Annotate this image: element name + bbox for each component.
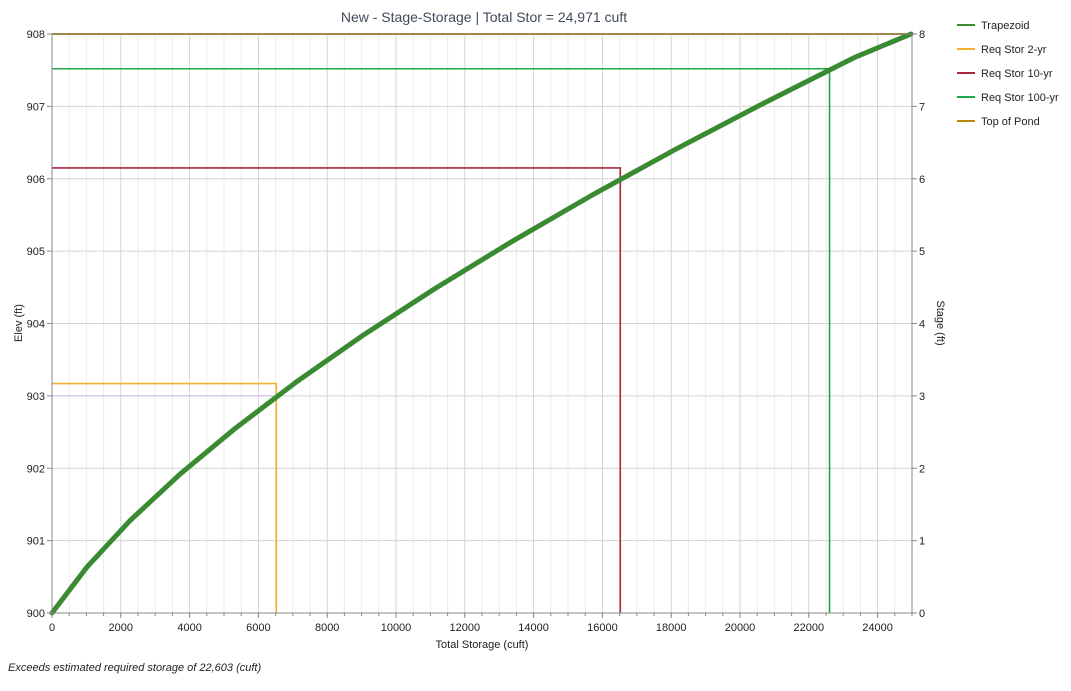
y2-axis-label: Stage (ft) bbox=[934, 300, 946, 345]
x-tick-label: 24000 bbox=[862, 622, 893, 634]
x-axis-ticks: 0 2000 4000 6000 8000 10000 12000 14000 16000 180… bbox=[49, 613, 913, 634]
trapezoid-curve bbox=[49, 31, 914, 616]
x-tick-label: 16000 bbox=[587, 622, 618, 634]
y-tick-label: 906 bbox=[27, 174, 45, 186]
y2-tick-label: 5 bbox=[919, 246, 925, 258]
x-tick-label: 8000 bbox=[315, 622, 339, 634]
x-tick-label: 18000 bbox=[656, 622, 687, 634]
legend-label: Top of Pond bbox=[981, 116, 1040, 128]
x-tick-label: 12000 bbox=[450, 622, 481, 634]
y-tick-label: 901 bbox=[27, 536, 45, 548]
req-stor-100-yr-line bbox=[52, 67, 831, 613]
x-tick-label: 4000 bbox=[177, 622, 201, 634]
x-tick-label: 2000 bbox=[109, 622, 133, 634]
y2-tick-label: 3 bbox=[919, 391, 925, 403]
y-tick-label: 908 bbox=[27, 29, 45, 41]
y2-tick-label: 8 bbox=[919, 29, 925, 41]
y2-tick-label: 6 bbox=[919, 174, 925, 186]
y-tick-label: 905 bbox=[27, 246, 45, 258]
legend-label: Req Stor 2-yr bbox=[981, 44, 1047, 56]
y2-tick-label: 4 bbox=[919, 319, 925, 331]
y-tick-label: 903 bbox=[27, 391, 45, 403]
y2-tick-label: 7 bbox=[919, 101, 925, 113]
footnote: Exceeds estimated required storage of 22… bbox=[8, 662, 262, 674]
y-tick-label: 907 bbox=[27, 101, 45, 113]
legend-label: Trapezoid bbox=[981, 20, 1030, 32]
legend-label: Req Stor 10-yr bbox=[981, 68, 1053, 80]
x-tick-label: 14000 bbox=[518, 622, 549, 634]
y-tick-label: 904 bbox=[27, 319, 45, 331]
x-tick-label: 10000 bbox=[381, 622, 412, 634]
y-tick-label: 900 bbox=[27, 608, 45, 620]
legend: Trapezoid Req Stor 2-yr Req Stor 10-yr Req … bbox=[957, 20, 1059, 128]
chart-title: New - Stage-Storage | Total Stor = 24,97… bbox=[341, 9, 627, 25]
x-axis-label: Total Storage (cuft) bbox=[436, 639, 529, 651]
y2-axis-ticks: 0 1 2 3 4 5 6 7 8 bbox=[912, 29, 925, 620]
y-axis-label: Elev (ft) bbox=[13, 304, 25, 342]
y2-tick-label: 2 bbox=[919, 463, 925, 475]
x-tick-label: 6000 bbox=[246, 622, 270, 634]
x-tick-label: 0 bbox=[49, 622, 55, 634]
x-tick-label: 20000 bbox=[725, 622, 756, 634]
y-tick-label: 902 bbox=[27, 463, 45, 475]
x-tick-label: 22000 bbox=[794, 622, 825, 634]
y2-tick-label: 0 bbox=[919, 608, 925, 620]
legend-label: Req Stor 100-yr bbox=[981, 92, 1059, 104]
grid bbox=[52, 34, 912, 613]
req-stor-2-yr-line bbox=[52, 382, 278, 613]
y-axis-ticks: 900 901 902 903 904 905 906 907 908 bbox=[27, 29, 52, 620]
req-stor-10-yr-line bbox=[52, 167, 622, 613]
y2-tick-label: 1 bbox=[919, 536, 925, 548]
